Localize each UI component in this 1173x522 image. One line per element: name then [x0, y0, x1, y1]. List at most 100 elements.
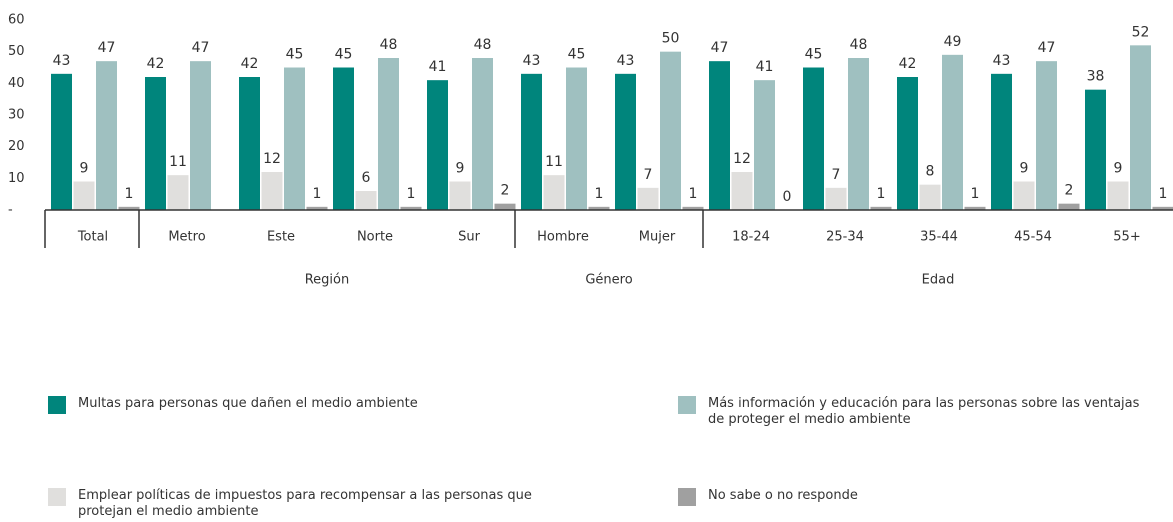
value-label: 47 — [711, 40, 729, 56]
value-label: 1 — [971, 186, 980, 202]
bar — [521, 73, 542, 210]
value-label: 0 — [783, 189, 792, 205]
bar — [449, 181, 471, 210]
value-label: 9 — [80, 161, 89, 177]
bar — [51, 73, 72, 210]
bar — [1036, 61, 1057, 210]
value-label: 2 — [1065, 183, 1074, 199]
bar — [1152, 206, 1173, 210]
value-label: 45 — [286, 47, 304, 63]
value-label: 11 — [169, 154, 187, 170]
y-tick-label: 60 — [8, 13, 25, 28]
value-label: 7 — [644, 167, 653, 183]
bar — [1130, 45, 1151, 211]
bar — [897, 77, 918, 210]
x-tick-label: Este — [267, 230, 295, 245]
value-label: 7 — [832, 167, 841, 183]
value-label: 1 — [125, 186, 134, 202]
value-label: 52 — [1132, 24, 1150, 40]
bar — [848, 58, 869, 210]
value-label: 1 — [1159, 186, 1168, 202]
legend-swatch — [678, 488, 696, 506]
value-label: 45 — [568, 47, 586, 63]
bar — [566, 67, 587, 210]
bar — [378, 58, 399, 210]
bar — [118, 206, 140, 210]
value-label: 42 — [899, 56, 917, 72]
bar — [472, 58, 493, 210]
value-label: 11 — [545, 154, 563, 170]
bar — [355, 191, 377, 210]
bar — [964, 206, 986, 210]
legend-item: No sabe o no responde — [678, 488, 1158, 506]
y-tick-label: 20 — [8, 139, 25, 154]
bar — [190, 61, 211, 210]
value-label: 48 — [850, 37, 868, 53]
x-tick-label: Mujer — [639, 230, 676, 245]
group-label: Edad — [922, 273, 955, 288]
value-label: 48 — [474, 37, 492, 53]
value-label: 9 — [1114, 161, 1123, 177]
value-label: 49 — [944, 34, 962, 50]
bar — [1058, 203, 1080, 210]
bar — [825, 187, 847, 210]
bar — [96, 61, 117, 210]
x-tick-label: 45-54 — [1014, 230, 1052, 245]
value-label: 43 — [53, 53, 71, 69]
bar — [1107, 181, 1129, 210]
bar — [1085, 89, 1106, 210]
x-tick-label: 25-34 — [826, 230, 864, 245]
y-tick-label: 40 — [8, 76, 25, 91]
legend-item: Más información y educación para las per… — [678, 396, 1158, 428]
bar — [73, 181, 95, 210]
bar — [588, 206, 610, 210]
bar — [400, 206, 422, 210]
y-tick-label: 10 — [8, 171, 25, 186]
value-label: 48 — [380, 37, 398, 53]
value-label: 41 — [756, 59, 774, 75]
bar — [682, 206, 704, 210]
bar — [660, 51, 681, 210]
value-label: 38 — [1087, 69, 1105, 85]
legend-item: Multas para personas que dañen el medio … — [48, 396, 588, 414]
legend-label: No sabe o no responde — [708, 488, 858, 503]
value-label: 43 — [617, 53, 635, 69]
value-label: 45 — [805, 47, 823, 63]
legend-swatch — [678, 396, 696, 414]
x-tick-label: Norte — [357, 230, 393, 245]
bar — [261, 172, 283, 210]
value-label: 12 — [263, 151, 281, 167]
x-tick-label: Metro — [168, 230, 205, 245]
legend-label: Más información y educación para las per… — [708, 396, 1140, 427]
bar — [167, 175, 189, 210]
y-tick-label: 30 — [8, 108, 25, 123]
value-label: 47 — [1038, 40, 1056, 56]
value-label: 45 — [335, 47, 353, 63]
value-label: 1 — [595, 186, 604, 202]
bar — [803, 67, 824, 210]
bar — [919, 184, 941, 210]
value-label: 43 — [993, 53, 1011, 69]
bar — [427, 80, 448, 211]
bar — [870, 206, 892, 210]
bar — [942, 54, 963, 211]
bar — [494, 203, 516, 210]
x-tick-label: Sur — [458, 230, 480, 245]
x-tick-label: 35-44 — [920, 230, 958, 245]
bar — [284, 67, 305, 210]
value-label: 1 — [313, 186, 322, 202]
value-label: 1 — [689, 186, 698, 202]
bar — [145, 77, 166, 210]
group-label: Género — [585, 273, 632, 288]
bar — [709, 61, 730, 210]
y-tick-label: - — [8, 203, 13, 218]
value-label: 47 — [192, 40, 210, 56]
value-label: 41 — [429, 59, 447, 75]
bar — [991, 73, 1012, 210]
bar — [1013, 181, 1035, 210]
bar — [754, 80, 775, 211]
legend-label: Emplear políticas de impuestos para reco… — [78, 488, 532, 519]
value-label: 42 — [241, 56, 259, 72]
value-label: 42 — [147, 56, 165, 72]
